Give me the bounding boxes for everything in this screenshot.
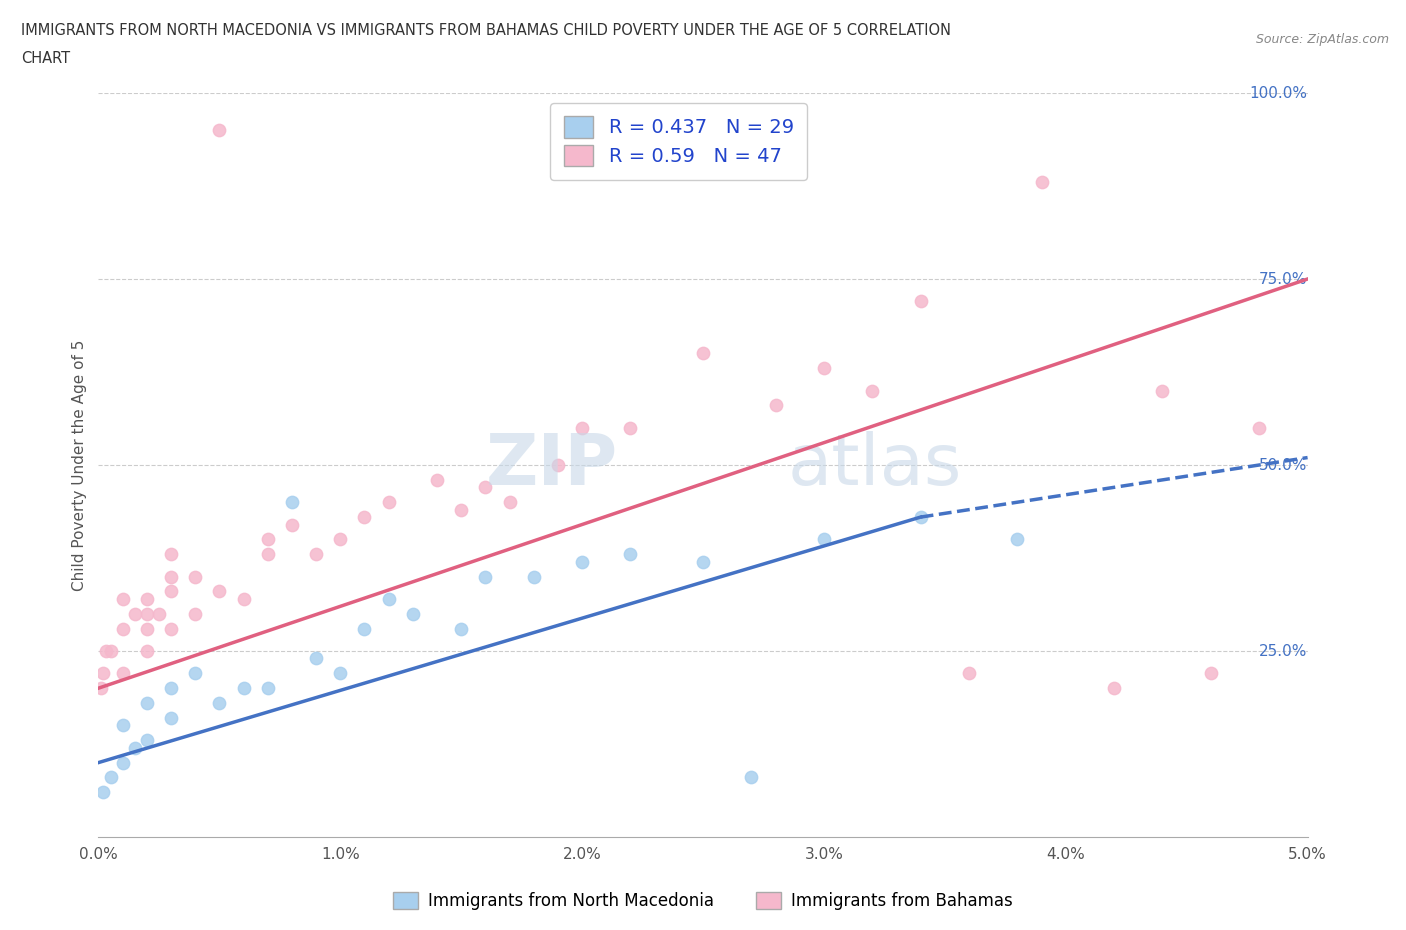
Point bbox=[111, 718, 134, 733]
Text: CHART: CHART bbox=[21, 51, 70, 66]
Point bbox=[232, 591, 254, 606]
Point bbox=[547, 458, 569, 472]
Point bbox=[135, 606, 157, 621]
Point bbox=[450, 621, 472, 636]
Point bbox=[305, 651, 328, 666]
Point bbox=[232, 681, 254, 696]
Point bbox=[148, 606, 170, 621]
Point bbox=[124, 606, 146, 621]
Point bbox=[765, 398, 787, 413]
Point bbox=[111, 591, 134, 606]
Point bbox=[1152, 383, 1174, 398]
Point bbox=[135, 644, 157, 658]
Point bbox=[111, 755, 134, 770]
Point bbox=[450, 502, 472, 517]
Point bbox=[256, 547, 278, 562]
Point bbox=[1031, 175, 1053, 190]
Point bbox=[160, 569, 183, 584]
Point bbox=[90, 681, 112, 696]
Point bbox=[160, 681, 183, 696]
Point bbox=[910, 510, 932, 525]
Point bbox=[100, 644, 122, 658]
Point bbox=[329, 666, 352, 681]
Point bbox=[160, 584, 183, 599]
Point bbox=[91, 785, 114, 800]
Point bbox=[402, 606, 425, 621]
Point bbox=[160, 547, 183, 562]
Point bbox=[91, 666, 114, 681]
Point bbox=[208, 123, 231, 138]
Point bbox=[184, 606, 207, 621]
Text: ZIP: ZIP bbox=[486, 431, 619, 499]
Point bbox=[619, 420, 641, 435]
Point bbox=[281, 495, 304, 510]
Point bbox=[329, 532, 352, 547]
Point bbox=[353, 510, 375, 525]
Legend: R = 0.437   N = 29, R = 0.59   N = 47: R = 0.437 N = 29, R = 0.59 N = 47 bbox=[550, 102, 807, 180]
Point bbox=[813, 361, 835, 376]
Point bbox=[256, 532, 278, 547]
Point bbox=[305, 547, 328, 562]
Point bbox=[957, 666, 980, 681]
Point bbox=[281, 517, 304, 532]
Point bbox=[100, 770, 122, 785]
Point bbox=[474, 569, 496, 584]
Point bbox=[160, 621, 183, 636]
Point bbox=[523, 569, 546, 584]
Text: Source: ZipAtlas.com: Source: ZipAtlas.com bbox=[1256, 33, 1389, 46]
Point bbox=[208, 696, 231, 711]
Point bbox=[426, 472, 449, 487]
Point bbox=[692, 346, 714, 361]
Point bbox=[474, 480, 496, 495]
Point bbox=[135, 591, 157, 606]
Point bbox=[256, 681, 278, 696]
Point bbox=[571, 554, 593, 569]
Text: atlas: atlas bbox=[787, 431, 962, 499]
Point bbox=[353, 621, 375, 636]
Point bbox=[1249, 420, 1271, 435]
Point bbox=[135, 733, 157, 748]
Point bbox=[377, 591, 399, 606]
Point bbox=[135, 621, 157, 636]
Text: 50.0%: 50.0% bbox=[1260, 458, 1308, 472]
Point bbox=[498, 495, 520, 510]
Point bbox=[571, 420, 593, 435]
Point bbox=[910, 294, 932, 309]
Point bbox=[619, 547, 641, 562]
Point bbox=[692, 554, 714, 569]
Point bbox=[1007, 532, 1029, 547]
Point bbox=[1102, 681, 1125, 696]
Text: IMMIGRANTS FROM NORTH MACEDONIA VS IMMIGRANTS FROM BAHAMAS CHILD POVERTY UNDER T: IMMIGRANTS FROM NORTH MACEDONIA VS IMMIG… bbox=[21, 23, 950, 38]
Point bbox=[184, 569, 207, 584]
Text: 100.0%: 100.0% bbox=[1250, 86, 1308, 100]
Point bbox=[184, 666, 207, 681]
Point bbox=[813, 532, 835, 547]
Text: 25.0%: 25.0% bbox=[1260, 644, 1308, 658]
Point bbox=[377, 495, 399, 510]
Point bbox=[160, 711, 183, 725]
Point bbox=[208, 584, 231, 599]
Point bbox=[1199, 666, 1222, 681]
Point bbox=[860, 383, 883, 398]
Point bbox=[111, 666, 134, 681]
Point bbox=[124, 740, 146, 755]
Point bbox=[740, 770, 762, 785]
Legend: Immigrants from North Macedonia, Immigrants from Bahamas: Immigrants from North Macedonia, Immigra… bbox=[387, 885, 1019, 917]
Point bbox=[94, 644, 117, 658]
Y-axis label: Child Poverty Under the Age of 5: Child Poverty Under the Age of 5 bbox=[72, 339, 87, 591]
Point bbox=[135, 696, 157, 711]
Text: 75.0%: 75.0% bbox=[1260, 272, 1308, 286]
Point bbox=[111, 621, 134, 636]
